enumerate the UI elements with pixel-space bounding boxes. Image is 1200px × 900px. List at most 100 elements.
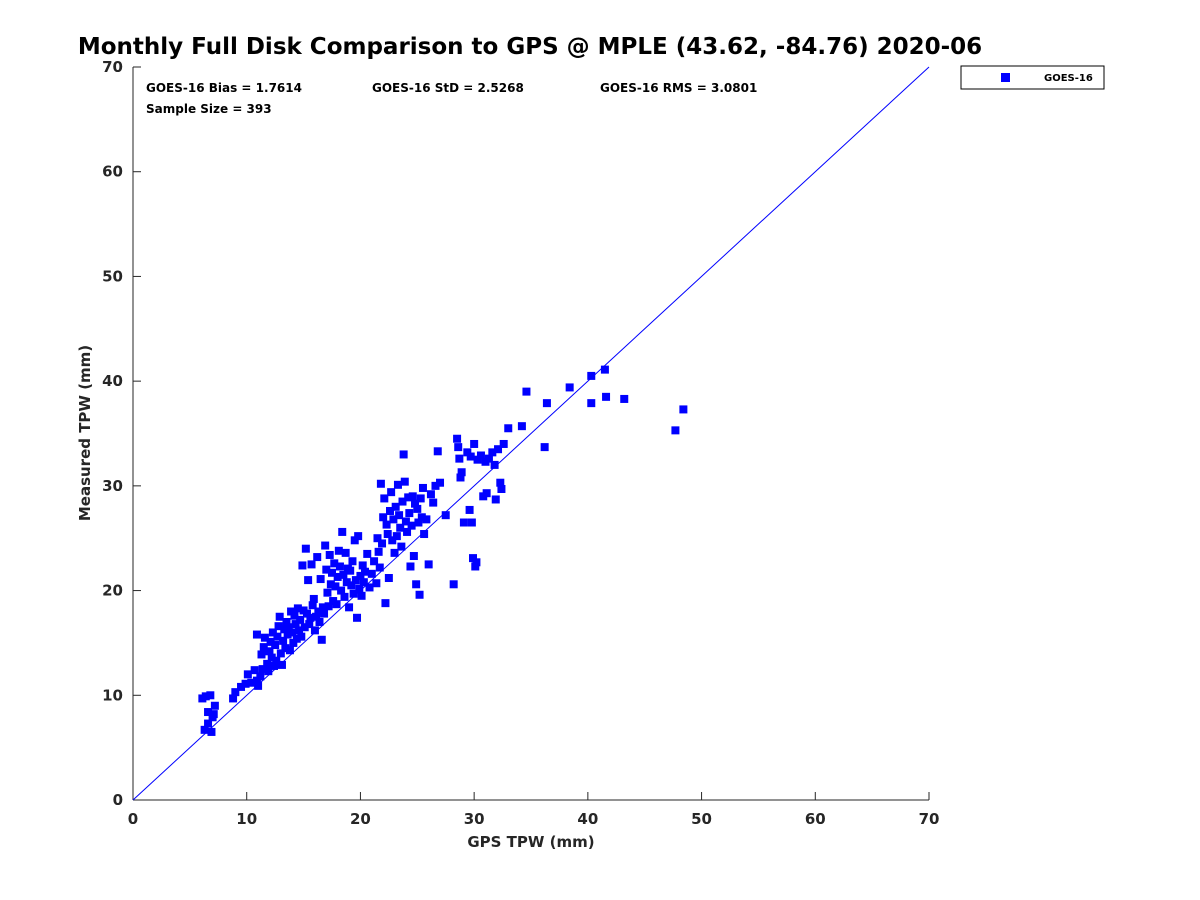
data-point [272, 656, 281, 665]
data-point [398, 497, 407, 506]
data-point [412, 580, 421, 589]
data-point [257, 650, 266, 659]
data-point [390, 548, 399, 557]
data-point [292, 634, 301, 643]
data-point [355, 584, 364, 593]
data-point [290, 611, 299, 620]
data-point [288, 628, 297, 637]
data-point [259, 643, 268, 652]
data-point [268, 628, 277, 637]
data-point [324, 602, 333, 611]
data-point [204, 719, 213, 728]
data-point [349, 589, 358, 598]
data-point [330, 559, 339, 568]
data-point [600, 365, 609, 374]
data-point [426, 490, 435, 499]
x-tick-label: 70 [919, 810, 940, 828]
data-point [357, 591, 366, 600]
data-point [389, 515, 398, 524]
data-point [358, 561, 367, 570]
data-point [210, 701, 219, 710]
data-point [380, 494, 389, 503]
data-point [270, 661, 279, 670]
data-point [322, 565, 331, 574]
data-point [332, 600, 341, 609]
data-point [397, 542, 406, 551]
reference-line-group [132, 66, 930, 801]
data-point [441, 511, 450, 520]
x-tick-label: 20 [350, 810, 371, 828]
x-tick-label: 10 [236, 810, 257, 828]
std-annotation: GOES-16 StD = 2.5268 [372, 81, 524, 95]
data-point [313, 553, 322, 562]
data-point [383, 530, 392, 539]
data-point [252, 676, 261, 685]
data-point [417, 513, 426, 522]
data-point [496, 478, 505, 487]
data-point [387, 488, 396, 497]
data-point [465, 505, 474, 514]
data-point [384, 574, 393, 583]
data-point [282, 617, 291, 626]
data-point [323, 588, 332, 597]
data-point [273, 632, 282, 641]
data-point [341, 548, 350, 557]
data-point [252, 630, 261, 639]
data-point [320, 609, 329, 618]
data-point [587, 399, 596, 408]
data-point [276, 649, 285, 658]
y-tick-label: 40 [102, 372, 123, 390]
data-point [373, 534, 382, 543]
data-point [360, 567, 369, 576]
data-point [404, 493, 413, 502]
x-tick-label: 30 [464, 810, 485, 828]
data-point [302, 609, 311, 618]
data-point [260, 633, 269, 642]
data-point [353, 613, 362, 622]
data-point [381, 599, 390, 608]
data-point [301, 544, 310, 553]
data-point [263, 659, 272, 668]
data-point [254, 681, 263, 690]
data-point [476, 451, 485, 460]
data-point [284, 623, 293, 632]
data-point [200, 725, 209, 734]
data-point [424, 560, 433, 569]
data-point [328, 568, 336, 577]
data-point [374, 547, 383, 556]
x-tick-label: 40 [577, 810, 598, 828]
rms-annotation: GOES-16 RMS = 3.0801 [600, 81, 757, 95]
data-point [279, 636, 288, 645]
data-point [403, 527, 412, 536]
data-point [338, 527, 347, 536]
data-point [281, 644, 290, 653]
data-point [396, 523, 405, 532]
data-point [429, 498, 438, 507]
data-point [376, 479, 385, 488]
data-point [449, 580, 458, 589]
y-tick-label: 60 [102, 163, 123, 181]
y-tick-label: 10 [102, 686, 123, 704]
data-point [457, 468, 466, 477]
data-point [318, 603, 327, 612]
data-point [274, 622, 283, 631]
data-point [422, 515, 431, 524]
data-point [340, 592, 349, 601]
sample-size-annotation: Sample Size = 393 [146, 102, 272, 116]
data-point [348, 557, 357, 566]
data-point [317, 635, 326, 644]
data-point [491, 495, 500, 504]
data-point [208, 713, 217, 722]
data-point [416, 494, 425, 503]
data-point [470, 439, 479, 448]
axes: 0 10 20 30 40 50 60 70 0 10 20 30 40 50 60 70 [102, 58, 939, 828]
data-point [499, 439, 508, 448]
data-point [300, 623, 309, 632]
data-point [346, 566, 355, 575]
data-point [473, 455, 482, 464]
y-tick-label: 50 [102, 267, 123, 285]
legend-marker [1001, 73, 1010, 82]
data-point [350, 536, 359, 545]
data-point [335, 562, 344, 571]
data-point [620, 394, 629, 403]
